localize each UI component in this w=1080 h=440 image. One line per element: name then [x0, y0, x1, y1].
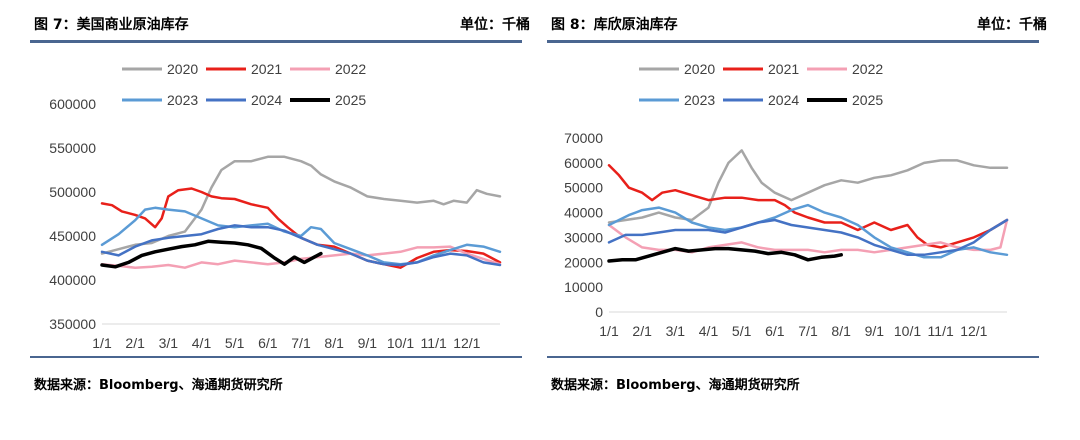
- legend-item-2023: 2023: [122, 92, 198, 108]
- y-tick-label: 450000: [49, 228, 96, 244]
- legend-item-2021: 2021: [723, 61, 799, 77]
- x-tick-label: 4/1: [192, 335, 212, 351]
- legend-label: 2022: [335, 61, 366, 77]
- x-tick-label: 3/1: [159, 335, 179, 351]
- header-rule: [547, 40, 1039, 43]
- x-tick-label: 5/1: [225, 335, 245, 351]
- x-tick-label: 11/1: [928, 323, 954, 339]
- y-tick-label: 70000: [564, 130, 603, 146]
- source-note: 数据来源：Bloomberg、海通期货研究所: [551, 378, 800, 393]
- x-tick-label: 6/1: [765, 323, 785, 339]
- source-note: 数据来源：Bloomberg、海通期货研究所: [34, 378, 283, 393]
- series-line-2020: [607, 149, 1009, 224]
- series-line-2022: [607, 218, 1009, 254]
- x-tick-label: 1/1: [599, 323, 619, 339]
- x-tick-label: 4/1: [699, 323, 719, 339]
- x-tick-label: 8/1: [324, 335, 344, 351]
- x-tick-label: 11/1: [421, 335, 447, 351]
- chart-panel-crude-commercial: 图 7：美国商业原油库存 单位：千桶 2020 2021 2022 2023 2024 2…: [30, 0, 540, 400]
- series-line-2021: [607, 164, 1009, 249]
- x-tick-label: 2/1: [125, 335, 145, 351]
- x-tick-label: 8/1: [831, 323, 851, 339]
- y-tick-label: 50000: [564, 180, 603, 196]
- series-line-2025: [607, 246, 843, 263]
- series-line-2024: [607, 218, 1009, 257]
- line-chart: 2020 2021 2022 2023 2024 2025 0 10000 20000 30000…: [564, 61, 1009, 339]
- legend-label: 2020: [167, 61, 198, 77]
- legend-label: 2024: [251, 92, 282, 108]
- y-tick-label: 40000: [564, 205, 603, 221]
- unit-label: 单位：千桶: [977, 17, 1047, 33]
- x-tick-label: 10/1: [387, 335, 414, 351]
- y-tick-label: 10000: [564, 279, 603, 295]
- x-tick-label: 7/1: [291, 335, 311, 351]
- figure-header: 图 7：美国商业原油库存 单位：千桶: [34, 14, 530, 36]
- footer-rule: [30, 356, 522, 358]
- legend-label: 2023: [684, 92, 715, 108]
- legend-item-2024: 2024: [723, 92, 799, 108]
- y-tick-label: 600000: [49, 96, 96, 112]
- legend-item-2020: 2020: [639, 61, 715, 77]
- y-tick-label: 350000: [49, 316, 96, 332]
- legend-label: 2023: [167, 92, 198, 108]
- x-tick-label: 6/1: [258, 335, 278, 351]
- x-tick-label: 2/1: [632, 323, 652, 339]
- legend-item-2023: 2023: [639, 92, 715, 108]
- x-tick-label: 9/1: [865, 323, 885, 339]
- y-tick-label: 20000: [564, 254, 603, 270]
- x-tick-label: 9/1: [358, 335, 378, 351]
- series-line-2023: [607, 203, 1009, 259]
- unit-label: 单位：千桶: [460, 17, 530, 33]
- series-line-2025: [100, 239, 323, 269]
- series-line-2024: [100, 224, 502, 267]
- x-tick-label: 3/1: [666, 323, 686, 339]
- line-chart: 2020 2021 2022 2023 2024 2025 350000 400000 4500…: [49, 61, 502, 351]
- legend-item-2024: 2024: [206, 92, 282, 108]
- y-tick-label: 30000: [564, 229, 603, 245]
- legend-label: 2024: [768, 92, 799, 108]
- series-line-2020: [100, 155, 502, 255]
- series-line-2021: [100, 187, 502, 269]
- figure-title: 图 8：库欣原油库存: [551, 17, 678, 33]
- x-tick-label: 7/1: [798, 323, 818, 339]
- legend-label: 2025: [335, 92, 366, 108]
- legend-label: 2022: [852, 61, 883, 77]
- header-rule: [30, 40, 522, 43]
- y-tick-label: 400000: [49, 272, 96, 288]
- chart-panel-cushing: 图 8：库欣原油库存 单位：千桶 2020 2021 2022 2023 2024 202…: [547, 0, 1057, 400]
- legend-item-2020: 2020: [122, 61, 198, 77]
- legend-item-2025: 2025: [807, 92, 883, 108]
- legend-label: 2025: [852, 92, 883, 108]
- x-tick-label: 5/1: [732, 323, 752, 339]
- legend-item-2022: 2022: [290, 61, 366, 77]
- x-tick-label: 10/1: [894, 323, 921, 339]
- legend-item-2022: 2022: [807, 61, 883, 77]
- x-tick-label: 1/1: [92, 335, 112, 351]
- legend-label: 2021: [768, 61, 799, 77]
- legend-label: 2020: [684, 61, 715, 77]
- legend-item-2025: 2025: [290, 92, 366, 108]
- x-tick-label: 12/1: [960, 323, 987, 339]
- footer-rule: [547, 356, 1039, 358]
- legend-item-2021: 2021: [206, 61, 282, 77]
- y-tick-label: 550000: [49, 140, 96, 156]
- figure-header: 图 8：库欣原油库存 单位：千桶: [551, 14, 1047, 36]
- y-tick-label: 0: [595, 304, 603, 320]
- legend-label: 2021: [251, 61, 282, 77]
- x-tick-label: 12/1: [453, 335, 480, 351]
- y-tick-label: 500000: [49, 184, 96, 200]
- y-tick-label: 60000: [564, 155, 603, 171]
- figure-title: 图 7：美国商业原油库存: [34, 17, 189, 33]
